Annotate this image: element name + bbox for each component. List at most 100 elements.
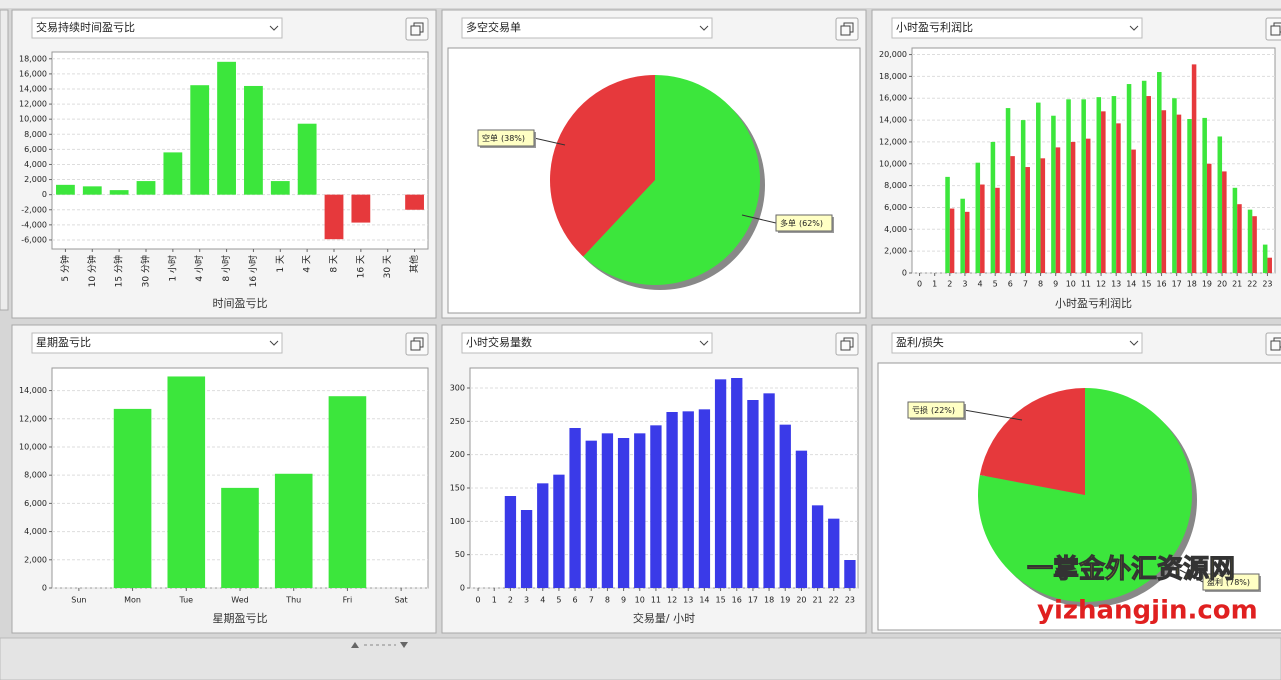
x-tick-label: 11 <box>651 596 661 605</box>
bar <box>270 181 290 195</box>
bar <box>1141 80 1147 273</box>
x-tick-label: 4 小时 <box>193 255 205 282</box>
y-tick-label: 14,000 <box>879 116 907 125</box>
x-tick-label: Mon <box>124 596 141 605</box>
y-tick-label: 8,000 <box>24 130 47 139</box>
x-tick-label: 1 <box>492 596 497 605</box>
label-box <box>775 214 833 232</box>
maximize-icon <box>840 340 851 351</box>
bar <box>779 424 791 588</box>
chart-selector[interactable] <box>31 17 283 39</box>
slice-label: 亏损 (22%) <box>912 405 955 415</box>
x-axis-label: 时间盈亏比 <box>213 297 268 310</box>
y-tick-label: 12,000 <box>19 414 47 423</box>
pie-slice <box>979 388 1085 495</box>
chart-selector[interactable] <box>461 17 713 39</box>
x-tick-label: 4 <box>978 280 983 289</box>
y-tick-label: 12,000 <box>19 100 47 109</box>
bar <box>795 450 808 588</box>
bar <box>1051 115 1056 273</box>
x-tick-label: 22 <box>1247 280 1257 289</box>
bar <box>1005 108 1011 273</box>
chart-selector[interactable] <box>891 332 1143 354</box>
y-tick-label: 8,000 <box>884 181 907 190</box>
y-tick-label: 0 <box>902 269 907 278</box>
label-box <box>477 129 535 147</box>
x-tick-label: 11 <box>1081 280 1091 289</box>
chart-title: 多空交易单 <box>466 20 521 34</box>
bar <box>1206 163 1212 273</box>
x-tick-label: 12 <box>667 596 677 605</box>
x-tick-label: 8 小时 <box>220 255 232 282</box>
x-tick-label: 20 <box>796 596 806 605</box>
slice-name: 多单 <box>780 218 796 228</box>
y-tick-label: 18,000 <box>879 72 907 81</box>
chart-selector[interactable] <box>461 332 713 354</box>
x-tick-label: 13 <box>1111 280 1121 289</box>
bar <box>244 85 263 195</box>
bar <box>1187 118 1192 273</box>
x-tick-label: 12 <box>1096 280 1106 289</box>
bar <box>650 425 662 588</box>
bar <box>504 496 517 588</box>
label-box <box>1202 573 1260 591</box>
bar <box>1146 96 1151 273</box>
x-tick-label: 21 <box>812 596 822 605</box>
maximize-icon <box>410 340 421 351</box>
y-tick-label: 6,000 <box>884 203 907 212</box>
x-tick-label: 22 <box>829 596 839 605</box>
splitter-down[interactable] <box>400 642 408 648</box>
dropdown-arrow <box>1129 340 1139 346</box>
bar <box>811 505 824 588</box>
x-tick-label: Sat <box>395 596 408 605</box>
bar <box>634 433 646 588</box>
y-tick-label: 100 <box>450 517 465 526</box>
x-tick-label: 19 <box>1202 280 1212 289</box>
left-scroll[interactable] <box>0 9 9 311</box>
bar <box>109 190 129 195</box>
bar <box>221 487 259 588</box>
bar <box>1036 102 1041 273</box>
bar <box>1222 171 1227 273</box>
x-tick-label: 14 <box>699 596 709 605</box>
splitter-up[interactable] <box>351 642 359 648</box>
x-tick-label: 1 小时 <box>166 255 178 282</box>
x-tick-label: 8 <box>1038 280 1043 289</box>
bar <box>190 85 210 195</box>
chart-selector[interactable] <box>891 17 1143 39</box>
x-tick-label: Thu <box>285 596 301 605</box>
bar <box>1232 187 1238 273</box>
x-tick-label: 23 <box>845 596 855 605</box>
watermark: 一掌金外汇资源网 <box>1027 554 1235 585</box>
bar <box>1262 244 1268 273</box>
bar <box>1066 99 1071 273</box>
chart-selector[interactable] <box>31 332 283 354</box>
bar <box>763 393 775 588</box>
bar <box>1191 64 1197 274</box>
y-tick-label: 4,000 <box>884 225 907 234</box>
bar <box>1217 136 1223 273</box>
watermark: yizhangjin.com <box>1037 596 1258 626</box>
bar <box>964 211 970 273</box>
x-tick-label: Fri <box>343 596 353 605</box>
plot-area <box>51 51 429 250</box>
y-tick-label: 2,000 <box>884 247 907 256</box>
y-tick-label: 10,000 <box>879 159 907 168</box>
maximize-icon <box>840 25 851 36</box>
y-tick-label: 10,000 <box>19 115 47 124</box>
x-tick-label: 1 天 <box>276 255 286 273</box>
x-tick-label: 2 <box>947 280 952 289</box>
x-tick-label: 3 <box>524 596 529 605</box>
bar <box>82 186 102 195</box>
chart-title: 星期盈亏比 <box>36 336 91 349</box>
x-tick-label: Sun <box>71 596 86 605</box>
x-tick-label: 13 <box>683 596 693 605</box>
y-tick-label: 18,000 <box>19 54 47 63</box>
y-tick-label: 8,000 <box>24 471 47 480</box>
x-tick-label: 1 <box>932 280 937 289</box>
bottom-bar <box>0 637 1281 680</box>
plot-area <box>469 367 859 589</box>
bar <box>1172 98 1177 273</box>
y-tick-label: 6,000 <box>24 145 47 154</box>
